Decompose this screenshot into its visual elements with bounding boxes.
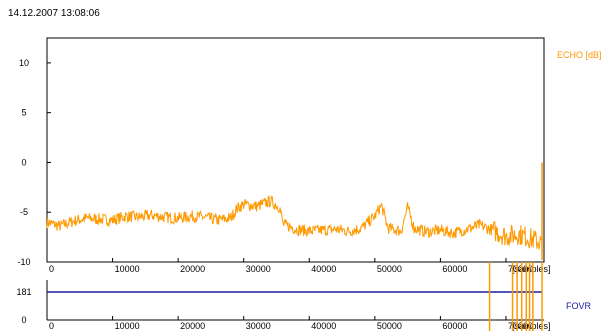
- fovr-y-tick-label: 181: [16, 287, 31, 297]
- fovr-x-tick-label: 0: [49, 321, 54, 331]
- echo-x-tick-label: 50000: [377, 264, 402, 274]
- echo-series-line: [46, 194, 542, 250]
- echo-x-tick-label: 30000: [246, 264, 271, 274]
- echo-plot-frame: [46, 37, 545, 263]
- fovr-x-tick-label: 50000: [377, 321, 402, 331]
- fovr-y-tick-label: 0: [21, 315, 26, 325]
- fovr-series-label: FOVR: [566, 301, 592, 311]
- fovr-panel: 181 0 0 10000 20000 30000 40000 50000 60000 70000…: [16, 262, 592, 331]
- echo-x-tick-label: 10000: [115, 264, 140, 274]
- echo-series-label: ECHO [dB]: [557, 50, 602, 60]
- fovr-x-tick-label: 40000: [311, 321, 336, 331]
- timestamp: 14.12.2007 13:08:06: [8, 8, 100, 19]
- echo-x-unit-label: [samples]: [512, 264, 551, 274]
- echo-y-tick-label: -5: [20, 207, 28, 217]
- echo-y-tick-label: 5: [21, 108, 26, 118]
- echo-y-tick-label: 0: [21, 157, 26, 167]
- fovr-x-tick-label: 60000: [442, 321, 467, 331]
- echo-y-tick-label: -10: [17, 257, 30, 267]
- fovr-x-tick-label: 70000: [508, 321, 533, 331]
- echo-x-tick-label: 60000: [442, 264, 467, 274]
- echo-x-tick-label: 20000: [180, 264, 205, 274]
- echo-y-tick-label: 10: [19, 58, 29, 68]
- fovr-x-tick-label: 30000: [246, 321, 271, 331]
- echo-x-tick-label: 70000: [508, 264, 533, 274]
- echo-panel: 10 5 0 -5 -10 0 10000 20000 30000 40000 50000 60000…: [17, 37, 602, 274]
- echo-x-tick-label: 40000: [311, 264, 336, 274]
- fovr-x-tick-label: 20000: [180, 321, 205, 331]
- fovr-x-tick-label: 10000: [115, 321, 140, 331]
- fovr-x-unit-label: [samples]: [512, 321, 551, 331]
- echo-x-tick-label: 0: [49, 264, 54, 274]
